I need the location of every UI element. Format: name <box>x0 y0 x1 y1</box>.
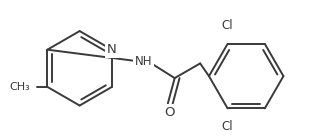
Text: N: N <box>107 43 117 56</box>
Text: NH: NH <box>135 55 152 68</box>
Text: Cl: Cl <box>222 19 233 32</box>
Text: CH₃: CH₃ <box>9 82 30 92</box>
Text: Cl: Cl <box>222 120 233 133</box>
Text: O: O <box>164 106 175 119</box>
